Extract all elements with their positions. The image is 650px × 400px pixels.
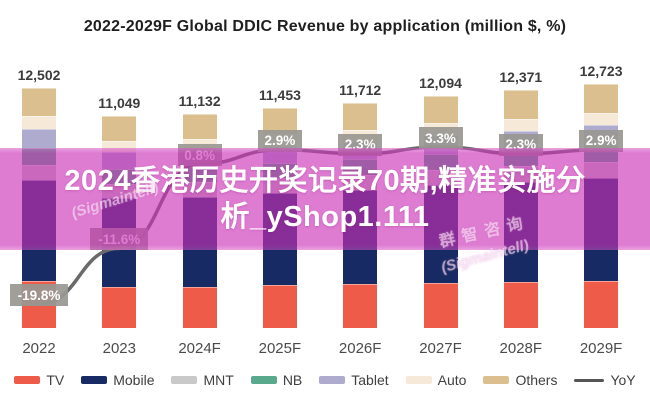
legend-item-tv: TV	[14, 372, 64, 388]
x-axis-label: 2024F	[178, 340, 221, 357]
legend-item-nb: NB	[250, 372, 303, 388]
bar-segment-others	[182, 114, 217, 140]
bar-segment-tv	[343, 284, 378, 328]
legend-swatch-mnt	[171, 376, 198, 384]
overlay-banner-line2: 析_yShop1.111	[220, 201, 430, 233]
bar-segment-auto	[102, 140, 137, 153]
x-axis-label: 2025F	[258, 340, 302, 357]
bar-segment-tv	[584, 280, 619, 328]
chart-title: 2022-2029F Global DDIC Revenue by applic…	[83, 18, 567, 35]
total-label: 12,371	[499, 69, 543, 86]
yoy-badge: 3.3%	[418, 127, 463, 149]
yoy-badge: 2.9%	[579, 129, 624, 152]
legend-item-yoy: YoY	[574, 372, 636, 388]
legend-label: YoY	[610, 372, 636, 388]
legend-item-tablet: Tablet	[319, 372, 389, 388]
legend-label: Auto	[437, 372, 467, 388]
total-label: 12,502	[17, 66, 61, 83]
legend-label: NB	[282, 372, 303, 388]
total-label: 12,723	[579, 62, 623, 79]
bar-segment-auto	[22, 116, 56, 130]
bar-segment-others	[343, 103, 378, 130]
legend-item-others: Others	[483, 372, 557, 388]
bar-segment-tv	[182, 286, 217, 328]
legend-label: MNT	[203, 372, 234, 388]
legend-swatch-mobile	[81, 376, 108, 384]
x-axis-label: 2026F	[338, 340, 382, 357]
bar-segment-others	[262, 108, 297, 135]
x-axis-label: 2029F	[579, 340, 623, 357]
bar-segment-others	[22, 87, 56, 117]
bar-segment-tv	[262, 285, 297, 328]
legend-swatch-auto	[405, 376, 432, 384]
total-label: 11,132	[178, 93, 221, 110]
bar-segment-others	[503, 90, 538, 119]
overlay-banner-line1: 2024香港历史开奖记录70期,精准实施分	[64, 165, 586, 197]
total-label: 11,453	[258, 87, 301, 104]
x-axis-label: 2027F	[419, 340, 462, 357]
x-axis-label: 2028F	[499, 340, 543, 357]
bar-segment-auto	[584, 112, 619, 126]
total-label: 11,712	[339, 82, 382, 99]
bar-segment-tablet	[22, 129, 56, 148]
chart-legend: TV Mobile MNT NB Tablet Auto Others YoY	[0, 372, 650, 388]
legend-swatch-others	[483, 376, 510, 384]
legend-label: Mobile	[113, 372, 155, 388]
total-label: 11,049	[98, 94, 141, 111]
bar-segment-others	[102, 115, 137, 141]
legend-label: Tablet	[351, 372, 389, 388]
legend-swatch-tv	[14, 376, 41, 384]
yoy-badge: 2.9%	[257, 129, 302, 152]
overlay-banner: 2024香港历史开奖记录70期,精准实施分 析_yShop1.111	[0, 148, 650, 250]
bar-segment-tv	[503, 281, 538, 328]
legend-swatch-yoy	[574, 378, 605, 382]
bar-segment-tv	[102, 286, 137, 328]
legend-item-auto: Auto	[405, 372, 467, 388]
legend-swatch-tablet	[319, 376, 346, 384]
bar-segment-others	[584, 83, 619, 113]
bar-segment-others	[423, 95, 458, 124]
legend-swatch-nb	[250, 376, 277, 384]
x-axis-label: 2023	[102, 340, 136, 357]
bar-segment-tv	[423, 282, 458, 328]
yoy-badge: -19.8%	[10, 284, 68, 307]
legend-item-mobile: Mobile	[81, 372, 154, 388]
legend-label: TV	[46, 372, 65, 388]
legend-item-mnt: MNT	[171, 372, 234, 388]
legend-label: Others	[515, 372, 558, 388]
bar-segment-auto	[503, 118, 538, 132]
total-label: 12,094	[419, 74, 462, 91]
x-axis-label: 2022	[22, 340, 56, 357]
